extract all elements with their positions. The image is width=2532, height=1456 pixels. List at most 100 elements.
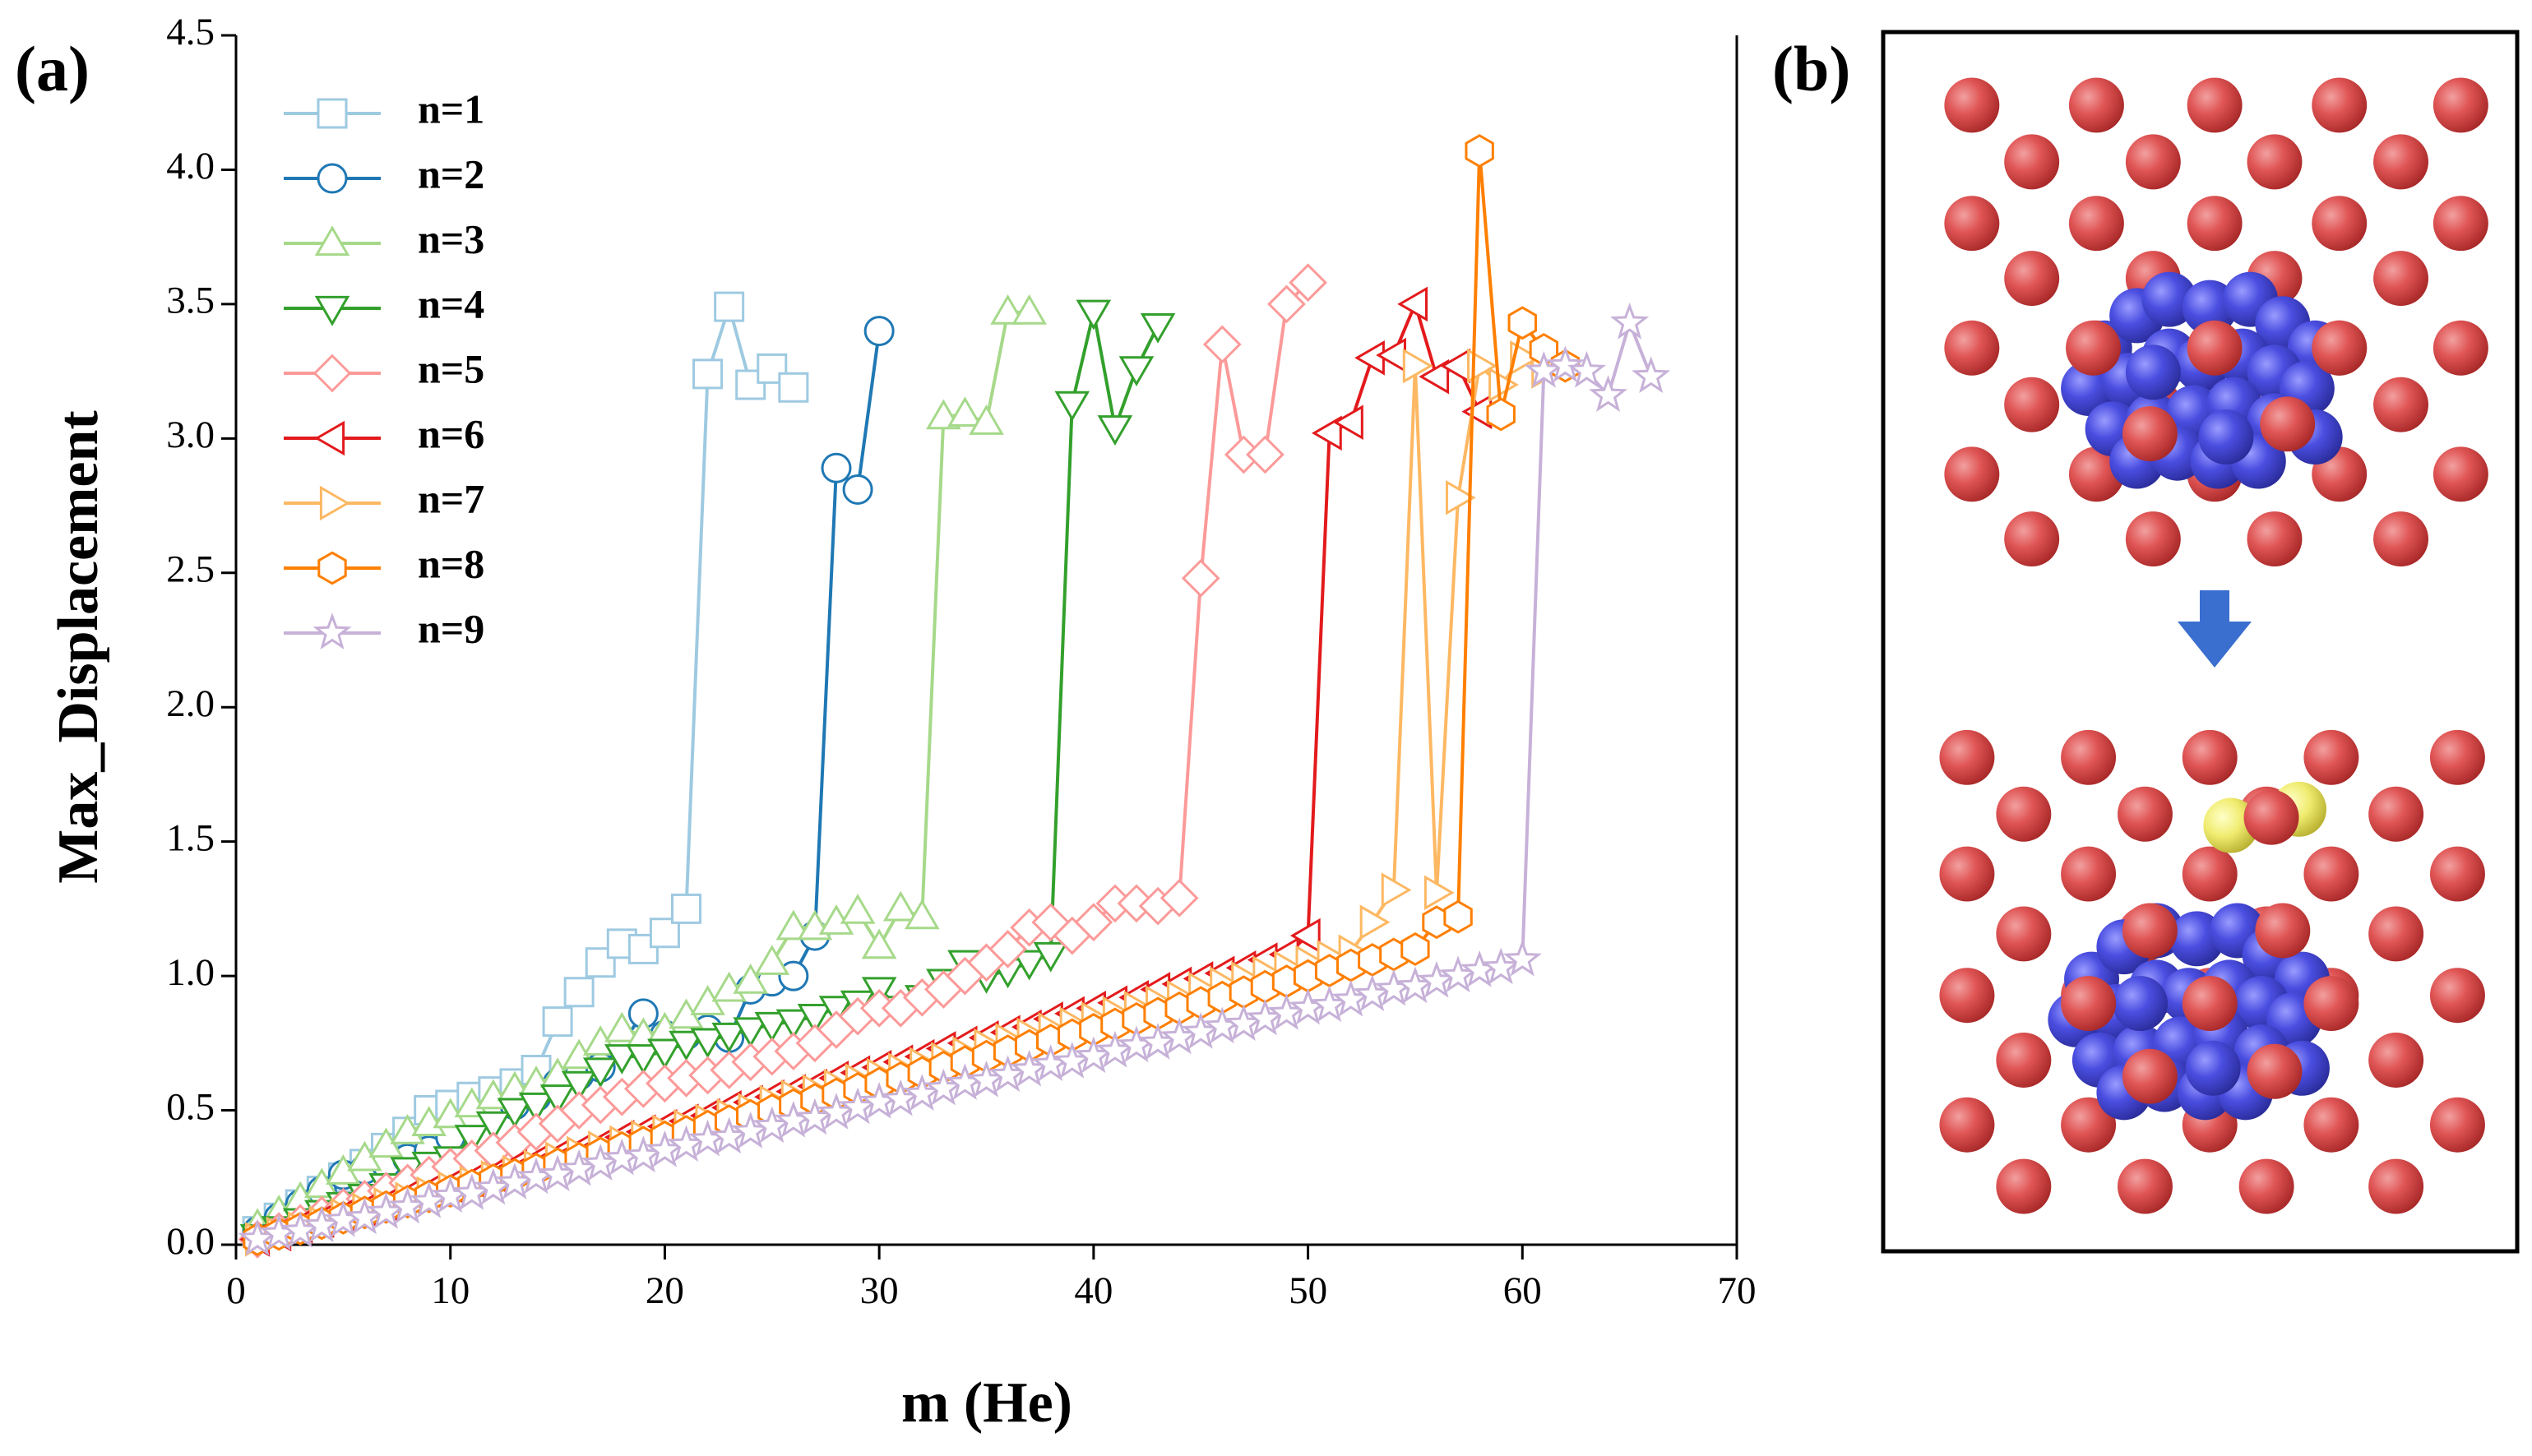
axes: 0 10 20 30 40 50 60 70 0.0 0.5 1.0 1.5 2.0 2.5 3.0 3.5 4… xyxy=(166,11,1756,1312)
x-axis-label: m (He) xyxy=(901,1371,1072,1435)
atom xyxy=(2125,344,2181,400)
marker xyxy=(1423,875,1455,911)
x-tick-label: 70 xyxy=(1718,1269,1757,1312)
marker xyxy=(1011,294,1047,325)
marker xyxy=(1289,263,1327,303)
marker xyxy=(1076,299,1112,330)
marker xyxy=(561,1070,597,1102)
x-tick-label: 10 xyxy=(431,1269,470,1312)
marker xyxy=(882,890,919,922)
atom xyxy=(2122,1048,2178,1104)
marker xyxy=(714,291,745,322)
atom xyxy=(2187,196,2243,252)
marker xyxy=(775,909,812,941)
marker xyxy=(1510,340,1540,376)
marker xyxy=(1465,134,1494,168)
atom xyxy=(2004,377,2060,432)
y-tick-label: 0.0 xyxy=(166,1220,215,1263)
marker xyxy=(1419,358,1450,395)
marker xyxy=(1074,903,1113,942)
atom xyxy=(1939,1097,1995,1153)
marker xyxy=(314,295,350,326)
atom xyxy=(2122,406,2178,462)
legend: n=1 n=2 n=3 n=4 n=5 n=6 n=7 n=8 n=9 xyxy=(284,86,484,651)
legend-label: n=9 xyxy=(418,605,484,651)
marker xyxy=(671,893,701,924)
atom xyxy=(2198,409,2254,465)
marker xyxy=(1445,479,1476,515)
atom xyxy=(2303,976,2359,1032)
marker xyxy=(1181,558,1220,598)
marker xyxy=(1507,306,1537,340)
y-tick-label: 3.5 xyxy=(166,280,215,322)
transition-arrow xyxy=(2178,590,2252,668)
y-tick-label: 0.5 xyxy=(166,1085,215,1128)
atom-structure xyxy=(1939,77,2488,1214)
legend-label: n=2 xyxy=(418,150,484,196)
atom xyxy=(1944,446,2000,502)
atom xyxy=(2182,846,2238,902)
marker xyxy=(317,98,348,129)
atom xyxy=(2185,1040,2241,1096)
marker xyxy=(1097,415,1133,446)
atom xyxy=(1996,1033,2052,1088)
atom xyxy=(2247,134,2303,190)
x-tick-label: 20 xyxy=(646,1269,684,1312)
atom xyxy=(2238,1158,2294,1214)
marker xyxy=(775,1009,812,1040)
marker xyxy=(1443,899,1473,934)
marker xyxy=(1589,375,1628,413)
atom xyxy=(1939,846,1995,902)
atom xyxy=(1944,196,2000,252)
marker xyxy=(861,928,897,959)
atom xyxy=(2004,251,2060,307)
atom xyxy=(2312,77,2368,133)
marker xyxy=(1397,286,1428,322)
marker xyxy=(669,1030,704,1061)
marker xyxy=(1481,947,1521,985)
panel-label: (a) xyxy=(15,33,90,104)
atom xyxy=(2432,320,2488,376)
y-tick-label: 2.5 xyxy=(166,548,215,591)
atom xyxy=(2260,396,2316,452)
x-tick-label: 30 xyxy=(860,1269,899,1312)
atom xyxy=(2118,786,2173,842)
marker xyxy=(1289,918,1321,954)
marker xyxy=(988,930,1027,968)
atom xyxy=(2373,511,2429,567)
marker xyxy=(1567,350,1607,388)
marker xyxy=(778,372,809,403)
atom xyxy=(2373,134,2429,190)
marker xyxy=(821,452,852,483)
marker xyxy=(518,1092,554,1123)
atom xyxy=(1996,1158,2052,1214)
y-tick-label: 1.5 xyxy=(166,816,215,859)
legend-label: n=4 xyxy=(418,280,484,326)
marker xyxy=(1033,941,1069,973)
marker xyxy=(314,225,350,257)
marker xyxy=(497,1098,533,1129)
legend-label: n=3 xyxy=(418,215,484,261)
marker xyxy=(317,163,348,194)
marker xyxy=(863,316,895,347)
legend-label: n=6 xyxy=(418,410,484,456)
panel-label: (b) xyxy=(1772,33,1850,104)
atom xyxy=(1996,906,2052,962)
atom xyxy=(2243,789,2299,845)
atom xyxy=(2429,1097,2485,1153)
atom xyxy=(2182,976,2238,1032)
y-axis-label: Max_Displacement xyxy=(47,410,110,883)
atom xyxy=(1939,968,1995,1024)
atom xyxy=(2368,1033,2424,1088)
y-tick-label: 3.0 xyxy=(166,414,215,456)
marker xyxy=(1311,415,1342,451)
marker xyxy=(1486,397,1516,432)
atom xyxy=(2068,77,2124,133)
marker xyxy=(1054,391,1090,422)
marker xyxy=(647,1038,683,1070)
atom xyxy=(2373,251,2429,307)
marker xyxy=(317,551,347,585)
marker xyxy=(563,977,595,1008)
atom xyxy=(2068,196,2124,252)
